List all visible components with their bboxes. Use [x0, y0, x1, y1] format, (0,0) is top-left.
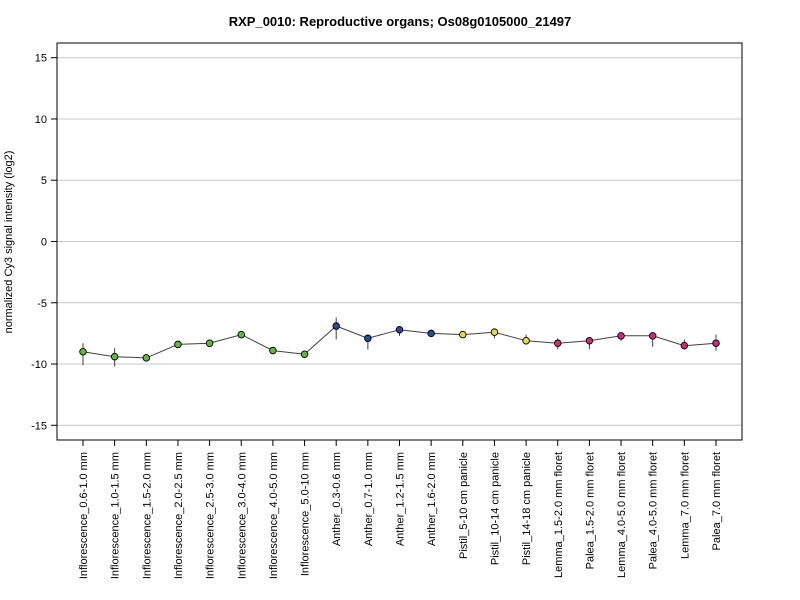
data-point: [459, 330, 467, 339]
y-tick-label: 15: [35, 53, 47, 65]
x-tick-label: Inflorescence_3.0-4.0 mm: [236, 452, 248, 579]
data-point: [617, 332, 625, 340]
data-point: [79, 348, 87, 356]
data-point: [332, 322, 340, 330]
data-point: [300, 350, 309, 358]
data-point: [205, 339, 214, 347]
data-point: [427, 329, 435, 338]
x-tick-label: Inflorescence_1.0-1.5 mm: [110, 452, 122, 579]
x-tick-label: Pistil_14-18 cm panicle: [521, 452, 533, 565]
x-tick-label: Lemma_4.0-5.0 mm floret: [616, 452, 628, 578]
data-points: [79, 322, 720, 362]
y-tick-label: 10: [35, 114, 47, 126]
y-tick-label: 0: [41, 237, 47, 249]
y-axis: -15 -10 -5 0 5 10 15: [31, 53, 57, 432]
x-tick-label: Anther_1.6-2.0 mm: [426, 452, 438, 546]
data-point: [554, 339, 562, 347]
x-tick-label: Lemma_1.5-2.0 mm floret: [553, 452, 565, 578]
data-point: [680, 341, 689, 350]
data-point: [490, 328, 499, 336]
x-tick-label: Inflorescence_2.0-2.5 mm: [173, 452, 185, 579]
x-tick-label: Palea_1.5-2.0 mm floret: [584, 452, 596, 569]
data-point: [585, 337, 594, 345]
data-point: [237, 330, 245, 339]
x-tick-label: Anther_1.2-1.5 mm: [395, 452, 407, 546]
y-axis-label: normalized Cy3 signal intensity (log2): [3, 151, 15, 334]
chart-title: RXP_0010: Reproductive organs; Os08g0105…: [229, 14, 572, 29]
x-tick-label: Inflorescence_4.0-5.0 mm: [268, 452, 280, 579]
data-point: [648, 332, 657, 340]
y-tick-label: -10: [31, 359, 47, 371]
plot-frame: [56, 42, 743, 441]
x-axis: Inflorescence_0.6-1.0 mm Inflorescence_1.…: [78, 440, 723, 579]
x-tick-label: Inflorescence_5.0-10 mm: [300, 452, 312, 576]
x-tick-label: Palea_7.0 mm floret: [711, 452, 723, 550]
x-tick-label: Anther_0.7-1.0 mm: [363, 452, 375, 546]
data-point: [395, 325, 404, 334]
data-point: [522, 337, 530, 345]
x-tick-label: Lemma_7.0 mm floret: [679, 452, 691, 559]
y-tick-label: -5: [37, 298, 47, 310]
data-point: [712, 339, 720, 347]
y-tick-label: 5: [41, 175, 47, 187]
y-tick-label: -15: [31, 420, 47, 432]
x-tick-label: Palea_4.0-5.0 mm floret: [648, 452, 660, 569]
data-point: [110, 352, 119, 361]
data-point: [269, 346, 277, 355]
data-point: [142, 354, 151, 362]
grid-lines: [57, 57, 742, 426]
data-point: [174, 340, 182, 349]
x-tick-label: Inflorescence_0.6-1.0 mm: [78, 452, 90, 579]
x-tick-label: Pistil_10-14 cm panicle: [489, 452, 501, 565]
x-tick-label: Pistil_5-10 cm panicle: [458, 452, 470, 559]
x-tick-label: Inflorescence_2.5-3.0 mm: [205, 452, 217, 579]
data-point: [364, 334, 372, 343]
x-tick-label: Inflorescence_1.5-2.0 mm: [141, 452, 153, 579]
x-tick-label: Anther_0.3-0.6 mm: [331, 452, 343, 546]
